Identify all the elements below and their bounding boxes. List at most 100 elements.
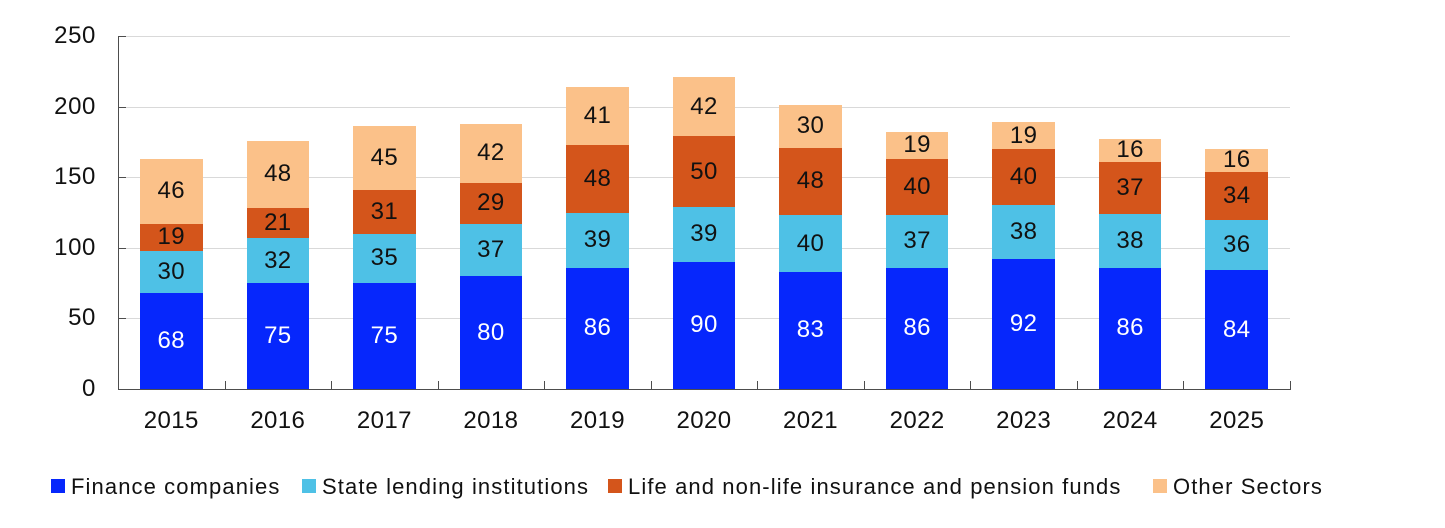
bar-value-label: 39 bbox=[690, 220, 718, 248]
bar-value-label: 46 bbox=[157, 177, 186, 205]
bar-segment-2019-series3: 41 bbox=[566, 86, 629, 145]
bar-value-label: 48 bbox=[796, 167, 825, 195]
x-tick-label-2021: 2021 bbox=[783, 407, 839, 434]
y-axis-line bbox=[118, 36, 119, 390]
bar-value-label: 41 bbox=[583, 101, 612, 129]
bar-value-label: 48 bbox=[264, 160, 292, 188]
bar-segment-2017-series0: 75 bbox=[353, 283, 416, 389]
bar-value-label: 30 bbox=[157, 257, 186, 285]
legend-item-2: Life and non-life insurance and pension … bbox=[608, 476, 1122, 498]
bar-segment-2022-series1: 37 bbox=[885, 215, 949, 268]
bar-value-label: 38 bbox=[1009, 218, 1038, 246]
bar-segment-2024-series0: 86 bbox=[1098, 267, 1162, 389]
x-tick-label-2018: 2018 bbox=[463, 407, 519, 434]
x-tick-label-2020: 2020 bbox=[676, 407, 732, 434]
y-tick-mark-150 bbox=[118, 177, 126, 179]
bar-value-label: 16 bbox=[1222, 146, 1251, 174]
bar-segment-2018-series0: 80 bbox=[459, 276, 523, 389]
bar-value-label: 19 bbox=[157, 223, 186, 251]
legend-item-0: Finance companies bbox=[51, 476, 280, 498]
plot-area: 68 30 19 46 75 32 21 48 75 35 31 45 80 37 29 42 86 39 48 41… bbox=[118, 36, 1290, 389]
bar-segment-2016-series0: 75 bbox=[246, 283, 310, 389]
bar-segment-2015-series2: 19 bbox=[140, 223, 203, 251]
bar-value-label: 39 bbox=[583, 226, 612, 254]
chart-legend: Finance companies State lending instituti… bbox=[0, 476, 1445, 506]
x-tick-label-2015: 2015 bbox=[143, 407, 199, 434]
bar-segment-2025-series0: 84 bbox=[1205, 270, 1268, 389]
x-tick-mark-6 bbox=[757, 381, 759, 389]
x-tick-mark-5 bbox=[650, 381, 652, 389]
bar-value-label: 31 bbox=[370, 197, 399, 225]
bar-segment-2025-series2: 34 bbox=[1205, 171, 1268, 220]
bar-segment-2025-series1: 36 bbox=[1205, 219, 1268, 271]
bar-value-label: 34 bbox=[1222, 181, 1251, 209]
bar-value-label: 48 bbox=[583, 164, 612, 192]
bar-segment-2019-series0: 86 bbox=[566, 267, 629, 389]
x-tick-mark-11 bbox=[1290, 381, 1291, 389]
bar-value-label: 42 bbox=[477, 139, 505, 167]
bar-segment-2018-series3: 42 bbox=[459, 123, 523, 183]
bar-value-label: 16 bbox=[1116, 136, 1144, 164]
bar-segment-2018-series1: 37 bbox=[459, 223, 523, 277]
bar-segment-2021-series1: 40 bbox=[779, 215, 842, 272]
y-tick-mark-100 bbox=[118, 247, 126, 249]
gridline-250 bbox=[118, 36, 1290, 37]
y-tick-mark-50 bbox=[118, 318, 126, 320]
bar-segment-2023-series1: 38 bbox=[992, 205, 1055, 260]
bar-value-label: 19 bbox=[903, 131, 931, 159]
bar-value-label: 40 bbox=[1009, 163, 1038, 191]
bar-segment-2020-series3: 42 bbox=[672, 76, 736, 137]
bar-value-label: 75 bbox=[370, 322, 399, 350]
y-tick-mark-250 bbox=[118, 36, 126, 37]
bar-segment-2019-series2: 48 bbox=[566, 144, 629, 213]
bar-segment-2016-series3: 48 bbox=[246, 140, 310, 209]
x-tick-mark-2 bbox=[331, 381, 333, 389]
x-tick-label-2025: 2025 bbox=[1209, 407, 1265, 434]
x-tick-mark-7 bbox=[863, 381, 865, 389]
legend-item-3: Other Sectors bbox=[1153, 476, 1323, 498]
bar-value-label: 29 bbox=[477, 189, 505, 217]
x-tick-mark-4 bbox=[544, 381, 546, 389]
bar-segment-2020-series0: 90 bbox=[672, 261, 736, 389]
bar-value-label: 30 bbox=[796, 112, 825, 140]
x-tick-label-2024: 2024 bbox=[1102, 407, 1158, 434]
x-tick-mark-3 bbox=[437, 381, 439, 389]
bar-segment-2021-series2: 48 bbox=[779, 147, 842, 216]
bar-value-label: 35 bbox=[370, 244, 399, 272]
bar-value-label: 42 bbox=[690, 92, 718, 120]
bar-value-label: 86 bbox=[583, 314, 612, 342]
legend-label-2: Life and non-life insurance and pension … bbox=[628, 474, 1122, 499]
bar-value-label: 68 bbox=[157, 326, 186, 354]
legend-label-3: Other Sectors bbox=[1173, 474, 1324, 499]
x-tick-label-2023: 2023 bbox=[996, 407, 1052, 434]
bar-segment-2022-series3: 19 bbox=[885, 131, 949, 159]
x-tick-mark-8 bbox=[970, 381, 972, 389]
x-tick-label-2017: 2017 bbox=[356, 407, 412, 434]
bar-value-label: 92 bbox=[1009, 310, 1038, 338]
bar-segment-2015-series0: 68 bbox=[140, 292, 203, 389]
bar-segment-2017-series2: 31 bbox=[353, 189, 416, 234]
x-tick-mark-9 bbox=[1076, 381, 1078, 389]
legend-item-1: State lending institutions bbox=[302, 476, 589, 498]
bar-value-label: 21 bbox=[264, 209, 292, 237]
bar-segment-2015-series1: 30 bbox=[140, 250, 203, 293]
legend-swatch-3 bbox=[1153, 479, 1167, 493]
bar-segment-2017-series1: 35 bbox=[353, 233, 416, 284]
y-tick-label-150: 150 bbox=[54, 163, 96, 191]
bar-segment-2017-series3: 45 bbox=[353, 126, 416, 190]
bar-segment-2023-series0: 92 bbox=[992, 259, 1055, 389]
bar-value-label: 45 bbox=[370, 144, 399, 172]
x-tick-mark-1 bbox=[224, 381, 226, 389]
legend-swatch-1 bbox=[302, 479, 316, 493]
legend-swatch-2 bbox=[608, 479, 622, 493]
bar-value-label: 84 bbox=[1222, 315, 1251, 343]
y-tick-label-100: 100 bbox=[54, 233, 96, 261]
bar-segment-2024-series1: 38 bbox=[1098, 213, 1162, 268]
bar-segment-2016-series2: 21 bbox=[246, 208, 310, 238]
bar-segment-2022-series0: 86 bbox=[885, 267, 949, 389]
bar-value-label: 40 bbox=[903, 173, 931, 201]
y-tick-mark-200 bbox=[118, 106, 126, 108]
bar-value-label: 37 bbox=[1116, 173, 1144, 201]
legend-swatch-0 bbox=[51, 479, 65, 493]
bar-segment-2025-series3: 16 bbox=[1205, 146, 1268, 174]
